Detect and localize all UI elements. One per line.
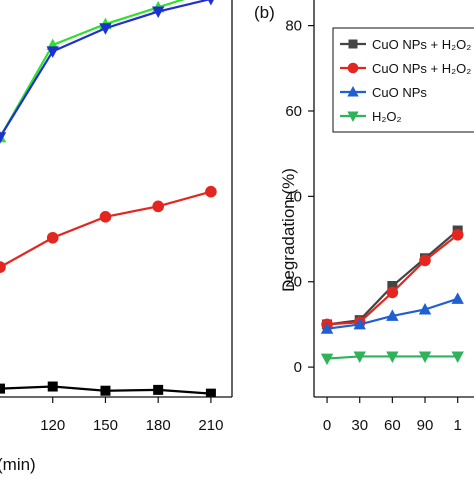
legend-label: CuO NPs <box>372 85 427 100</box>
panel-b-data-point <box>386 286 399 299</box>
panel-b-data-point <box>451 292 464 304</box>
panel-b-data-point <box>320 322 334 334</box>
panel-b-data-point <box>320 353 334 366</box>
panel-a-data-point <box>0 383 5 394</box>
panel-b-x-tick-label: 0 <box>323 417 331 434</box>
panel-a-data-point <box>153 384 164 395</box>
legend-marker-swatch <box>348 39 358 49</box>
panel-b-legend: CuO NPs + H₂O₂ CuO NPs + H₂O₂ CuO NPs H₂O₂ <box>332 27 474 133</box>
panel-b-data-point <box>387 281 398 292</box>
panel-a-x-tick-label: 210 <box>198 417 223 434</box>
panel-a-x-ticks: 120 150 180 210 <box>40 397 223 434</box>
legend-label: CuO NPs + H₂O₂ <box>372 61 471 76</box>
panel-b-x-ticks: 0 30 60 90 1 <box>323 397 462 434</box>
legend-entry: CuO NPs + H₂O₂ <box>340 37 471 52</box>
panel-b-data-point <box>451 228 464 241</box>
panel-a: 120 150 180 210 (min) <box>0 0 233 474</box>
panel-a-data-point <box>0 132 7 144</box>
panel-a-series-1 <box>0 0 214 144</box>
panel-a-x-tick-label: 150 <box>93 417 118 434</box>
panel-a-data-point <box>47 381 58 392</box>
panel-b-y-tick-label: 40 <box>285 188 302 205</box>
panel-a-data-point <box>100 385 111 396</box>
panel-a-data-point <box>205 388 216 397</box>
panel-a-data-point <box>151 6 165 19</box>
panel-b-data-point <box>419 254 431 267</box>
panel-a-data-point <box>205 185 217 198</box>
panel-a-data-point <box>99 23 112 35</box>
panel-b-data-point <box>353 351 366 363</box>
legend-entry: CuO NPs <box>340 85 427 100</box>
panel-b-x-tick-label: 30 <box>351 417 368 434</box>
legend-label: CuO NPs + H₂O₂ <box>372 37 471 52</box>
panel-b-data-point <box>353 317 366 330</box>
panel-b-series-2 <box>320 292 464 334</box>
panel-a-series-0 <box>0 0 185 143</box>
panel-b-y-tick-label: 80 <box>285 18 302 35</box>
panel-b-x-tick-label: 60 <box>384 417 401 434</box>
panel-a-data-point <box>46 46 59 58</box>
panel-b-data-point <box>386 351 399 363</box>
legend-marker-swatch <box>347 62 359 74</box>
panel-b-y-tick-label: 0 <box>294 359 302 376</box>
panel-b: (b) 0 20 40 60 80 0 30 60 90 1 Degradation (%) C… <box>254 0 474 434</box>
panel-b-x-tick-label: 1 <box>454 417 462 434</box>
panel-b-plot-area <box>320 225 464 366</box>
panel-b-data-point <box>451 351 464 363</box>
panel-a-data-point <box>46 231 59 244</box>
panel-a-series-line <box>0 190 212 269</box>
panel-b-series-1 <box>321 228 464 331</box>
panel-a-x-tick-label: 120 <box>40 417 65 434</box>
legend-label: H₂O₂ <box>372 109 402 124</box>
panel-a-data-point <box>152 200 164 213</box>
panel-a-plot-area <box>0 0 217 397</box>
legend-marker-swatch <box>347 111 359 122</box>
legend-entry: CuO NPs + H₂O₂ <box>340 61 471 76</box>
legend-marker-swatch <box>347 86 359 97</box>
panel-b-y-axis-title: Degradation (%) <box>279 168 298 292</box>
panel-b-data-point <box>386 309 399 321</box>
panel-b-data-point <box>418 351 432 363</box>
panel-a-series-3 <box>0 381 216 397</box>
panel-a-series-2 <box>0 185 217 273</box>
panel-b-data-point <box>418 302 432 315</box>
panel-b-series-3 <box>320 351 464 366</box>
panel-b-y-tick-label: 60 <box>285 103 302 120</box>
panel-b-label: (b) <box>254 3 275 22</box>
panel-a-x-axis-title: (min) <box>0 455 36 474</box>
panel-b-x-tick-label: 90 <box>417 417 434 434</box>
panel-a-data-point <box>0 261 6 273</box>
panel-a-data-point <box>207 0 214 6</box>
panel-b-y-ticks: 0 20 40 60 80 <box>285 18 314 376</box>
panel-a-x-tick-label: 180 <box>146 417 171 434</box>
panel-a-data-point <box>99 211 112 223</box>
panel-b-y-tick-label: 20 <box>285 274 302 291</box>
legend-entry: H₂O₂ <box>340 109 402 124</box>
